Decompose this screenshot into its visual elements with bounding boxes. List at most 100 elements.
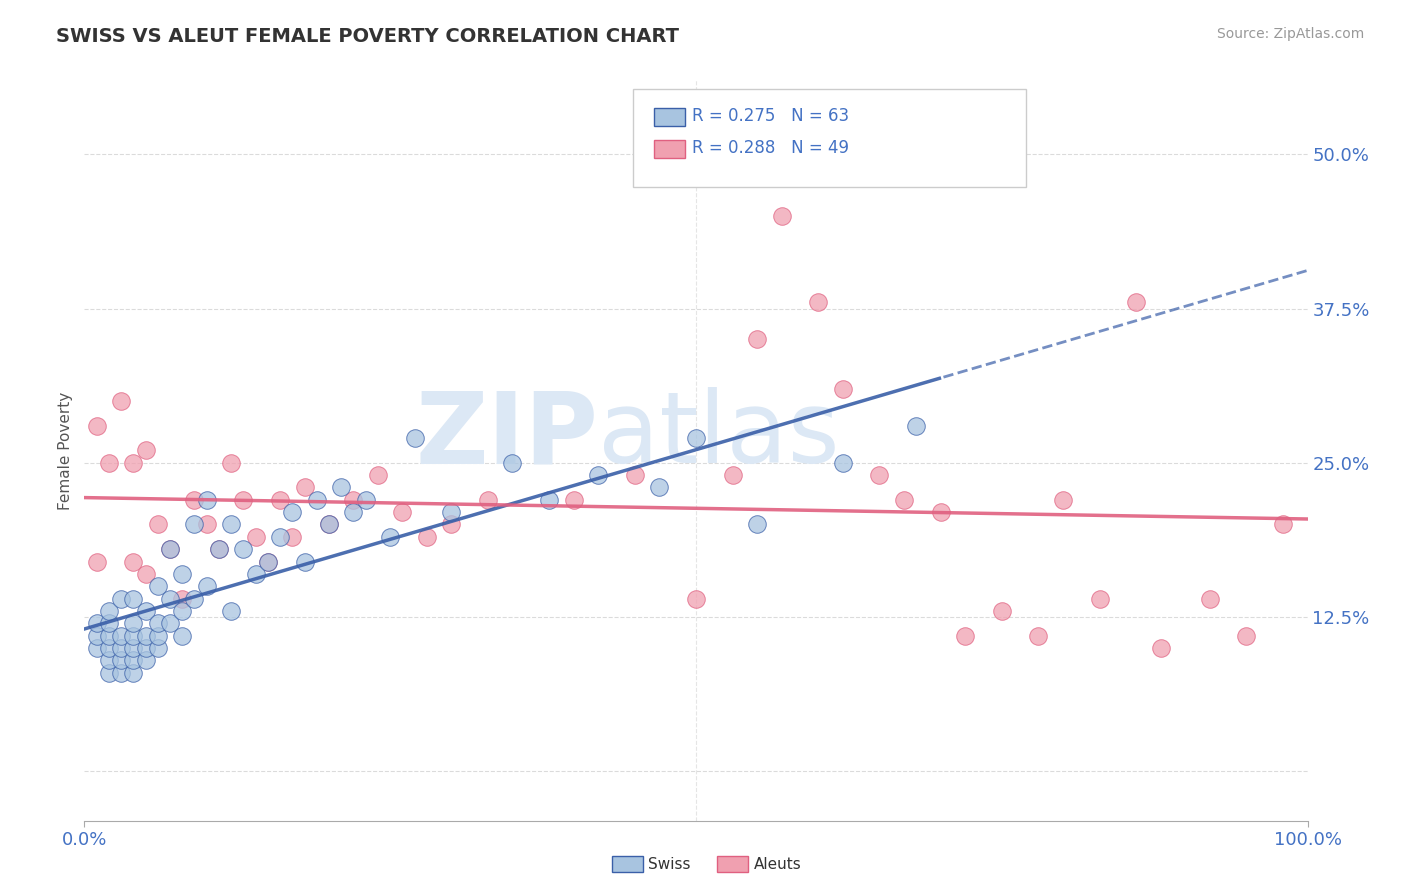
- Point: [391, 505, 413, 519]
- Point: [831, 382, 853, 396]
- Point: [122, 640, 145, 655]
- Point: [1052, 492, 1074, 507]
- Y-axis label: Female Poverty: Female Poverty: [58, 392, 73, 509]
- Point: [269, 530, 291, 544]
- Point: [342, 505, 364, 519]
- Point: [905, 418, 928, 433]
- Point: [172, 604, 194, 618]
- Point: [1236, 629, 1258, 643]
- Point: [502, 456, 524, 470]
- Point: [135, 653, 157, 667]
- Point: [122, 653, 145, 667]
- Point: [294, 481, 316, 495]
- Point: [219, 517, 242, 532]
- Point: [183, 591, 205, 606]
- Point: [195, 492, 218, 507]
- Point: [97, 629, 120, 643]
- Point: [183, 492, 205, 507]
- Point: [86, 629, 108, 643]
- Point: [110, 653, 132, 667]
- Point: [135, 443, 157, 458]
- Point: [146, 616, 169, 631]
- Point: [97, 456, 120, 470]
- Point: [122, 554, 145, 569]
- Point: [135, 640, 157, 655]
- Point: [86, 418, 108, 433]
- Point: [269, 492, 291, 507]
- Point: [562, 492, 585, 507]
- Point: [1272, 517, 1295, 532]
- Point: [135, 629, 157, 643]
- Point: [208, 542, 231, 557]
- Point: [110, 629, 132, 643]
- Point: [747, 517, 769, 532]
- Point: [172, 591, 194, 606]
- Point: [135, 604, 157, 618]
- Point: [991, 604, 1014, 618]
- Point: [318, 517, 340, 532]
- Point: [135, 566, 157, 581]
- Point: [172, 629, 194, 643]
- Point: [159, 591, 181, 606]
- Point: [97, 640, 120, 655]
- Point: [245, 530, 267, 544]
- Point: [807, 295, 830, 310]
- Point: [330, 481, 353, 495]
- Point: [257, 554, 280, 569]
- Point: [97, 653, 120, 667]
- Point: [477, 492, 499, 507]
- Point: [110, 591, 132, 606]
- Point: [685, 591, 707, 606]
- Point: [86, 554, 108, 569]
- Point: [219, 456, 242, 470]
- Text: Source: ZipAtlas.com: Source: ZipAtlas.com: [1216, 27, 1364, 41]
- Point: [86, 640, 108, 655]
- Point: [122, 616, 145, 631]
- Text: Aleuts: Aleuts: [754, 857, 801, 871]
- Point: [624, 468, 647, 483]
- Point: [195, 517, 218, 532]
- Text: R = 0.275   N = 63: R = 0.275 N = 63: [692, 107, 849, 125]
- Text: Swiss: Swiss: [648, 857, 690, 871]
- Point: [257, 554, 280, 569]
- Point: [219, 604, 242, 618]
- Point: [97, 616, 120, 631]
- Point: [208, 542, 231, 557]
- Point: [1088, 591, 1111, 606]
- Point: [146, 517, 169, 532]
- Point: [770, 209, 793, 223]
- Point: [1198, 591, 1220, 606]
- Point: [159, 542, 181, 557]
- Point: [354, 492, 377, 507]
- Point: [281, 530, 304, 544]
- Point: [1028, 629, 1050, 643]
- Point: [721, 468, 744, 483]
- Point: [831, 456, 853, 470]
- Point: [195, 579, 218, 593]
- Point: [648, 481, 671, 495]
- Point: [232, 492, 254, 507]
- Point: [404, 431, 426, 445]
- Point: [953, 629, 976, 643]
- Point: [893, 492, 915, 507]
- Point: [440, 505, 463, 519]
- Point: [122, 456, 145, 470]
- Point: [1125, 295, 1147, 310]
- Point: [97, 604, 120, 618]
- Point: [440, 517, 463, 532]
- Point: [685, 431, 707, 445]
- Point: [110, 665, 132, 680]
- Point: [110, 394, 132, 409]
- Point: [122, 591, 145, 606]
- Text: ZIP: ZIP: [415, 387, 598, 484]
- Point: [97, 665, 120, 680]
- Point: [869, 468, 891, 483]
- Point: [159, 616, 181, 631]
- Point: [342, 492, 364, 507]
- Point: [747, 333, 769, 347]
- Point: [318, 517, 340, 532]
- Point: [367, 468, 389, 483]
- Point: [416, 530, 439, 544]
- Point: [281, 505, 304, 519]
- Text: atlas: atlas: [598, 387, 839, 484]
